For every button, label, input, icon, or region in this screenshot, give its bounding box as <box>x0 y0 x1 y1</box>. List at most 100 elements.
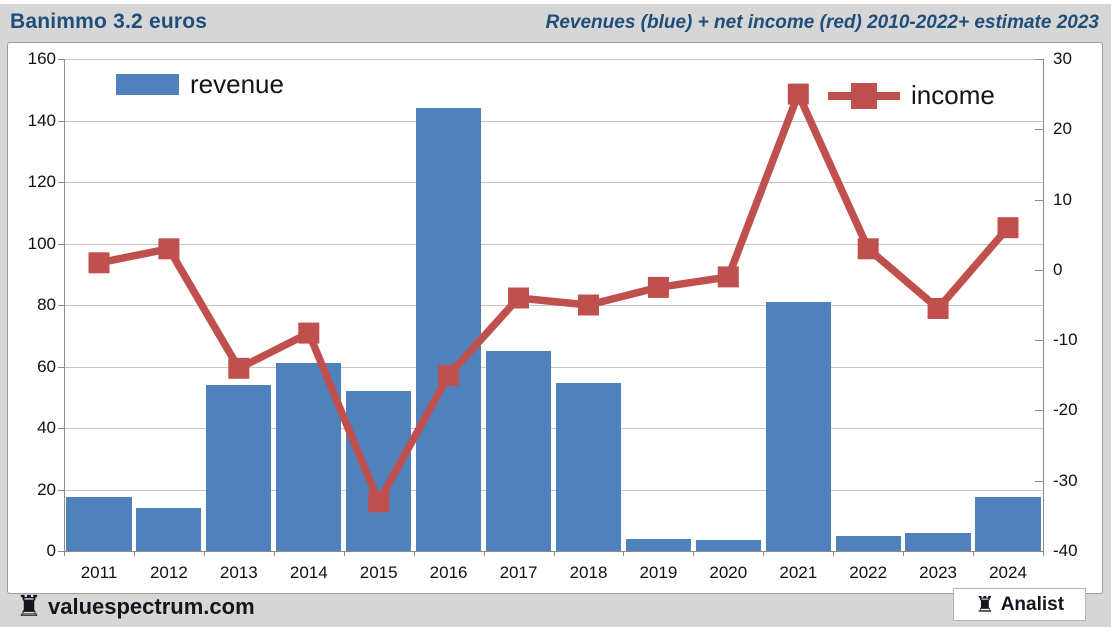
right-axis-tick <box>1035 480 1043 482</box>
x-axis-label-2017: 2017 <box>499 563 538 582</box>
revenue-bar-2011 <box>66 497 132 551</box>
left-axis-label: 160 <box>27 49 56 68</box>
income-line-series <box>88 83 1019 513</box>
right-axis-tick <box>1035 551 1043 552</box>
left-axis-label: 100 <box>27 233 56 253</box>
right-axis-label: -20 <box>1053 400 1078 420</box>
revenue-bar-2020 <box>695 540 761 551</box>
x-axis-label-2022: 2022 <box>849 563 888 582</box>
chart-subtitle: Revenues (blue) + net income (red) 2010-… <box>545 12 1099 33</box>
income-marker-2024 <box>997 217 1019 239</box>
income-marker-2016 <box>438 364 460 386</box>
income-marker-2011 <box>88 252 110 274</box>
gridline <box>64 305 1043 306</box>
left-axis-label: 60 <box>37 356 56 376</box>
income-marker-2013 <box>228 357 250 379</box>
income-marker-2014 <box>298 322 320 344</box>
revenue-bar-2013 <box>206 384 272 551</box>
revenue-bar-2018 <box>555 383 622 551</box>
x-axis-tick <box>763 551 765 556</box>
footer-brand[interactable]: ♜ valuespectrum.com <box>16 592 255 622</box>
revenue-bar-2021 <box>765 301 831 551</box>
left-axis-label: 80 <box>37 295 56 314</box>
left-axis-tick <box>58 366 64 368</box>
right-axis-label: 30 <box>1053 49 1072 68</box>
x-axis-tick <box>343 551 345 556</box>
x-axis-label-2011: 2011 <box>80 563 118 582</box>
x-axis-label-2020: 2020 <box>709 563 748 582</box>
x-axis-label-2024: 2024 <box>989 563 1027 582</box>
income-marker-2021 <box>787 83 809 105</box>
right-axis-label: 10 <box>1053 189 1072 209</box>
income-line-marker-icon <box>828 82 900 110</box>
left-axis-tick <box>58 305 64 306</box>
gridline <box>64 59 1043 60</box>
gridline <box>64 120 1043 122</box>
revenue-bar-2019 <box>625 538 691 551</box>
x-axis-tick <box>273 551 275 556</box>
chart-title: Banimmo 3.2 euros <box>10 10 208 33</box>
gridline <box>64 489 1043 491</box>
right-axis-label: 20 <box>1053 119 1072 139</box>
x-axis-tick <box>833 551 835 556</box>
gridline <box>64 366 1043 368</box>
x-axis-label-2015: 2015 <box>359 563 398 582</box>
gridline <box>64 243 1043 245</box>
right-axis-label: -10 <box>1053 330 1078 350</box>
brand-text: valuespectrum.com <box>48 594 255 619</box>
revenue-swatch-icon <box>116 74 179 95</box>
right-axis-tick <box>1035 199 1043 201</box>
left-axis-tick <box>58 551 64 552</box>
right-axis-tick <box>1035 340 1043 342</box>
gridline <box>64 428 1043 429</box>
x-axis-label-2019: 2019 <box>639 563 678 582</box>
x-axis-tick <box>203 551 205 556</box>
x-axis-label-2016: 2016 <box>429 563 468 582</box>
left-axis-label: 140 <box>27 110 56 130</box>
left-axis-tick <box>58 120 64 122</box>
income-line <box>95 90 1012 506</box>
revenue-bar-2016 <box>415 108 482 551</box>
gridline <box>64 182 1043 183</box>
x-axis-tick <box>413 551 415 556</box>
income-marker-2012 <box>158 238 180 260</box>
legend-income: income <box>828 80 995 111</box>
left-axis-line <box>64 59 65 551</box>
income-marker-2020 <box>717 266 739 288</box>
right-axis-tick <box>1035 410 1043 412</box>
revenue-bar-2015 <box>346 391 412 551</box>
right-axis-line <box>1043 59 1044 551</box>
x-axis-label-2013: 2013 <box>219 563 258 582</box>
x-axis-tick <box>133 551 135 556</box>
x-axis-tick <box>973 551 975 556</box>
revenue-bar-2022 <box>835 535 901 551</box>
left-axis-tick <box>58 59 64 60</box>
x-axis-label-2018: 2018 <box>569 563 608 582</box>
chart-area: 160 140 120 100 80 60 40 20 0 30 20 10 0 -10 -20 -30 -40… <box>7 42 1103 594</box>
left-axis-tick <box>58 182 64 183</box>
legend-revenue-label: revenue <box>190 69 284 99</box>
analist-badge[interactable]: ♜ Analist <box>953 588 1086 621</box>
x-axis-tick <box>64 551 65 556</box>
income-marker-2022 <box>857 238 879 260</box>
revenue-bar-2017 <box>485 351 552 551</box>
revenue-bar-2023 <box>905 532 971 551</box>
rook-icon: ♜ <box>16 591 42 623</box>
right-axis-label: 0 <box>1053 259 1063 279</box>
left-axis-tick <box>58 428 64 429</box>
left-axis-label: 20 <box>37 479 56 499</box>
legend-revenue: revenue <box>116 69 284 100</box>
right-axis-label: -40 <box>1053 541 1078 560</box>
right-axis-tick <box>1035 59 1043 60</box>
x-axis-tick <box>903 551 905 556</box>
income-marker-2017 <box>508 287 529 309</box>
x-axis-tick <box>693 551 695 556</box>
right-axis-tick <box>1035 129 1043 131</box>
x-axis-label-2014: 2014 <box>289 563 328 582</box>
income-marker-2019 <box>647 276 669 298</box>
x-axis-tick <box>623 551 625 556</box>
revenue-bar-2012 <box>136 507 202 551</box>
x-axis-label-2021: 2021 <box>779 563 818 582</box>
left-axis-label: 40 <box>37 418 56 437</box>
